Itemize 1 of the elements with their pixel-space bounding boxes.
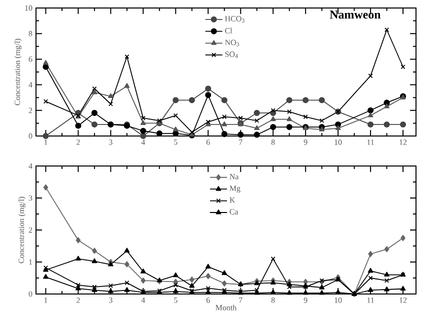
chart-title: Namweon <box>330 10 381 19</box>
